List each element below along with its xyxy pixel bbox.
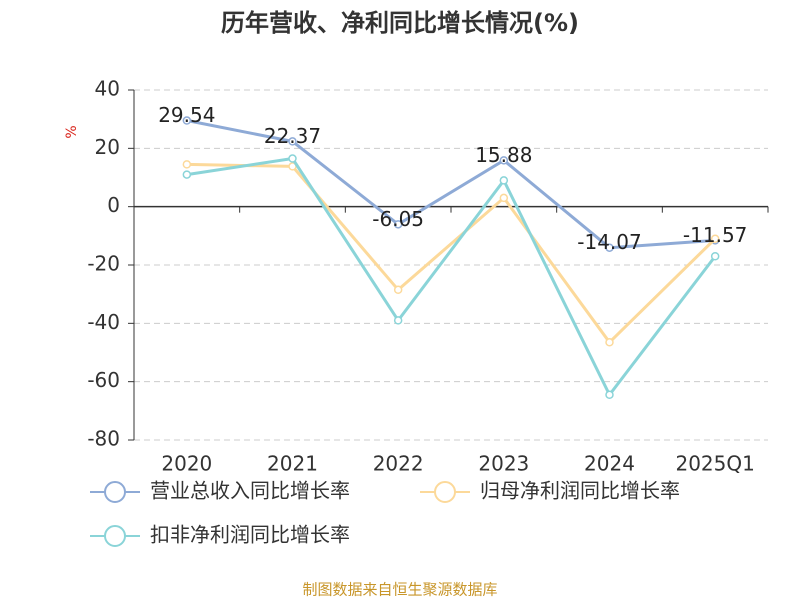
y-tick-label: -80 — [87, 427, 120, 451]
data-label: -14.07 — [577, 230, 641, 254]
data-point — [710, 234, 720, 243]
y-axis-label: % — [64, 125, 80, 138]
data-label: -11.57 — [683, 223, 747, 247]
y-tick-label: 0 — [107, 193, 120, 217]
data-point — [182, 170, 192, 179]
x-tick-label: 2024 — [584, 452, 635, 476]
x-tick-label: 2022 — [373, 452, 424, 476]
y-tick-label: 20 — [95, 135, 120, 159]
data-point — [499, 176, 509, 185]
x-tick-label: 2021 — [267, 452, 318, 476]
data-label: 15.88 — [475, 143, 532, 167]
data-label: -6.05 — [372, 207, 424, 231]
data-point — [288, 154, 297, 163]
data-point — [182, 116, 192, 125]
data-point — [499, 193, 509, 203]
y-tick-label: -20 — [87, 252, 120, 276]
data-point — [605, 243, 614, 252]
data-point — [288, 137, 297, 146]
data-point — [605, 390, 614, 400]
series-line — [186, 162, 717, 345]
chart-title: 历年营收、净利同比增长情况(%) — [221, 9, 579, 37]
legend-marker — [104, 481, 126, 503]
data-point — [710, 252, 720, 261]
y-tick-label: -60 — [87, 368, 120, 392]
legend-label: 营业总收入同比增长率 — [150, 479, 350, 503]
data-point — [182, 160, 192, 169]
x-tick-label: 2023 — [478, 452, 529, 476]
y-tick-label: -40 — [87, 310, 120, 334]
data-point — [499, 156, 509, 165]
data-point — [393, 316, 403, 325]
x-tick-label: 2025Q1 — [675, 452, 754, 476]
data-point — [605, 338, 614, 347]
source-note: 制图数据来自恒生聚源数据库 — [302, 581, 497, 599]
x-tick-label: 2020 — [161, 452, 212, 476]
series-line — [186, 119, 716, 250]
legend-marker — [104, 525, 126, 547]
data-point — [393, 285, 403, 295]
legend-label: 归母净利润同比增长率 — [480, 479, 680, 503]
legend-marker — [434, 481, 456, 503]
data-label: 22.37 — [264, 124, 321, 148]
data-point — [393, 220, 403, 229]
series-line — [186, 156, 717, 398]
data-label: 29.54 — [158, 103, 215, 127]
y-tick-label: 40 — [95, 77, 120, 101]
legend-label: 扣非净利润同比增长率 — [150, 523, 350, 547]
